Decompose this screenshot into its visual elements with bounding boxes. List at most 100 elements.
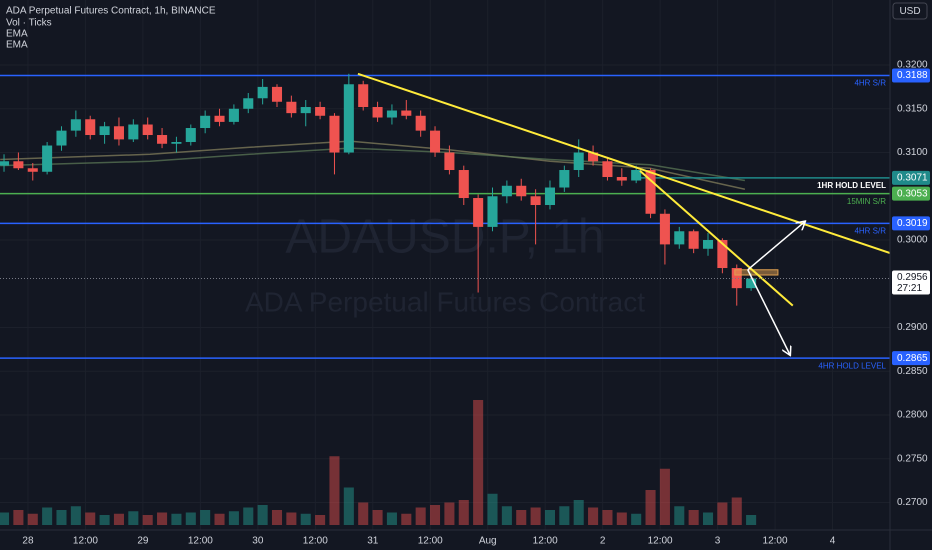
volume-bar (271, 510, 283, 525)
volume-bar (99, 515, 110, 525)
candle-body (85, 119, 96, 136)
x-tick-label: 12:00 (73, 536, 98, 547)
candle-body (257, 86, 268, 99)
candle-body (42, 145, 53, 172)
candle-body (631, 170, 642, 181)
y-tick-label: 0.2700 (897, 497, 928, 508)
level-badge (892, 216, 930, 231)
candle-body (674, 231, 685, 245)
x-tick-label: 3 (715, 536, 721, 547)
x-tick-label: 12:00 (763, 536, 788, 547)
indicator: EMA (6, 29, 28, 40)
volume-bar (228, 511, 239, 525)
x-tick-label: 12:00 (648, 536, 673, 547)
candle-body (501, 185, 512, 197)
x-tick-label: 28 (22, 536, 34, 547)
volume-bar (702, 512, 714, 525)
volume-bar (516, 510, 527, 525)
indicator: EMA (6, 40, 28, 51)
watermark-sub: ADA Perpetual Futures Contract (245, 286, 645, 317)
volume-bar (746, 515, 757, 525)
level-badge (892, 351, 930, 366)
candle-body (415, 115, 426, 131)
candle-body (602, 161, 613, 178)
volume-bar (85, 512, 96, 525)
candle-body (142, 124, 153, 136)
chart-title: ADA Perpetual Futures Contract, 1h, BINA… (6, 6, 216, 17)
volume-bar (70, 506, 81, 525)
volume-bar (386, 512, 397, 525)
candle-body (544, 187, 556, 206)
volume-bar (616, 512, 627, 525)
candle-body (171, 142, 182, 144)
volume-bar (243, 507, 254, 525)
candle-body (430, 130, 441, 153)
candle-body (329, 115, 340, 153)
volume-bar (157, 512, 168, 525)
volume-bar (329, 456, 340, 525)
x-tick-label: 12:00 (533, 536, 558, 547)
candle-body (70, 119, 81, 131)
last-price-badge (892, 270, 930, 295)
volume-bar (372, 510, 383, 525)
candle-body (688, 231, 699, 249)
level-value: 0.3071 (897, 173, 928, 184)
candle-body (717, 240, 728, 269)
level-label: 15MIN S/R (847, 197, 886, 206)
volume-bar (343, 487, 354, 525)
volume-bar (588, 507, 599, 525)
volume-bar (530, 507, 541, 525)
currency[interactable]: USD (899, 6, 920, 17)
volume-bar (645, 490, 656, 525)
y-tick-label: 0.2850 (897, 366, 928, 377)
volume-bar (501, 506, 512, 525)
candle-body (228, 108, 239, 122)
x-tick-label: 12:00 (188, 536, 213, 547)
currency-button[interactable] (892, 2, 928, 20)
candle-body (0, 161, 10, 166)
candle-body (401, 110, 412, 116)
level-value: 0.3019 (897, 218, 928, 229)
volume-bar (401, 513, 412, 525)
y-tick-label: 0.3150 (897, 103, 928, 114)
indicator: Vol · Ticks (6, 18, 52, 29)
level-value: 0.2865 (897, 353, 928, 364)
candle-body (128, 124, 139, 140)
volume-bar (300, 513, 311, 525)
y-tick-label: 0.2750 (897, 453, 928, 464)
candle-body (444, 152, 455, 171)
volume-bar (731, 497, 742, 525)
candle-body (473, 198, 484, 227)
candle-body (214, 115, 225, 122)
candle-body (702, 240, 714, 249)
candle-body (200, 115, 211, 129)
volume-bar (559, 506, 570, 525)
volume-bar (200, 510, 211, 525)
volume-bar (415, 507, 426, 525)
price-axis: 28 12:00 29 12:00 30 12:00 31 12:00 Aug 12:00 2 12:… (22, 60, 930, 547)
volume-bar (171, 513, 182, 525)
candle-body (56, 130, 67, 146)
volume-bar (257, 505, 268, 525)
volume-bar (430, 505, 441, 525)
level-badge (892, 68, 930, 83)
ema-line (0, 147, 746, 182)
level-label: 4HR HOLD LEVEL (818, 361, 886, 370)
volume-bar (315, 515, 326, 525)
volume-bar (458, 500, 469, 525)
volume-bar (631, 513, 642, 525)
last-price: 0.2956 (897, 272, 928, 283)
candle-body (573, 152, 584, 171)
volume-bar (13, 510, 24, 525)
level-label: 4HR S/R (854, 79, 886, 88)
volume-bar (674, 506, 685, 525)
plot: 4HR S/R 1HR HOLD LEVEL 15MIN S/R 4HR S/R 4HR… (0, 72, 891, 525)
candle-body (487, 196, 498, 227)
volume-bar (142, 515, 153, 525)
volume-bar (688, 510, 699, 525)
x-tick-label: Aug (479, 536, 497, 547)
candle-body (372, 107, 383, 118)
candle-body (315, 107, 326, 116)
y-tick-label: 0.3100 (897, 147, 928, 158)
